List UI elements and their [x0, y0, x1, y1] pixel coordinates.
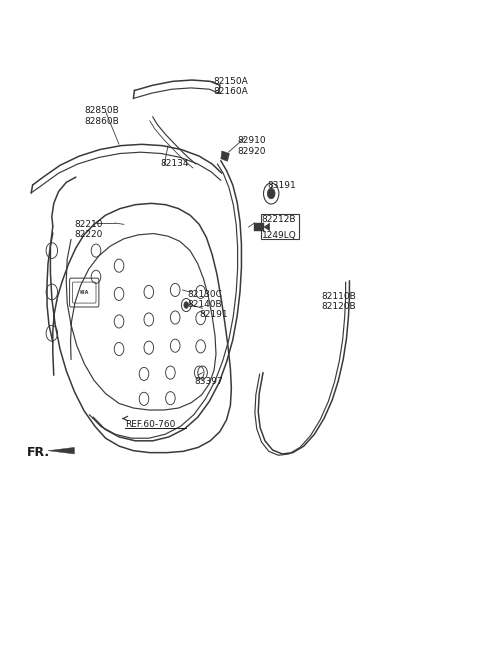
Text: 82210
82220: 82210 82220 [74, 220, 103, 239]
Circle shape [267, 188, 275, 199]
Circle shape [184, 302, 189, 308]
Text: 82910
82920: 82910 82920 [238, 136, 266, 156]
Text: 82130C
82140B: 82130C 82140B [187, 290, 222, 310]
Text: KIA: KIA [80, 290, 89, 295]
Text: 83191: 83191 [268, 181, 297, 190]
Polygon shape [48, 447, 74, 454]
Polygon shape [221, 151, 229, 161]
Text: 82212B: 82212B [262, 215, 296, 224]
Text: FR.: FR. [26, 446, 49, 459]
Polygon shape [264, 223, 270, 231]
Polygon shape [254, 223, 264, 231]
Bar [261, 214, 299, 239]
Text: 83397: 83397 [194, 377, 223, 386]
Text: 1249LQ: 1249LQ [262, 231, 296, 240]
Text: 82150A
82160A: 82150A 82160A [214, 77, 248, 96]
Text: 82110B
82120B: 82110B 82120B [322, 292, 356, 312]
Text: 82134: 82134 [161, 159, 189, 169]
Text: 82850B
82860B: 82850B 82860B [84, 106, 119, 126]
Text: REF.60-760: REF.60-760 [125, 420, 175, 429]
Text: 82191: 82191 [199, 310, 228, 319]
